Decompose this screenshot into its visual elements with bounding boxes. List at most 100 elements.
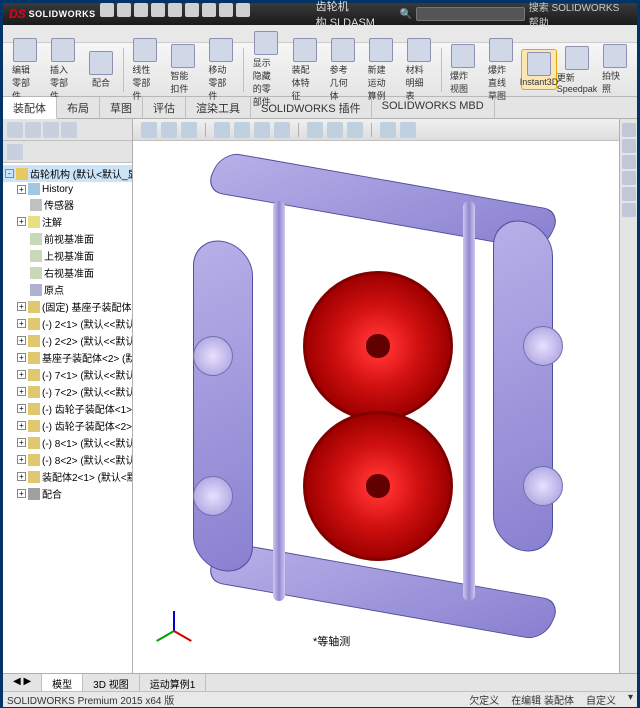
ribbon-爆炸直线草图[interactable]: 爆炸直线草图 xyxy=(483,35,519,105)
tab-草图[interactable]: 草图 xyxy=(100,97,143,118)
ribbon-编辑零部件[interactable]: 编辑零部件 xyxy=(7,35,43,105)
display-style-icon[interactable] xyxy=(254,122,270,138)
search-input[interactable] xyxy=(416,7,524,21)
section-icon[interactable] xyxy=(214,122,230,138)
qat-new-icon[interactable] xyxy=(100,3,114,17)
tree-node[interactable]: 原点 xyxy=(3,281,132,298)
zoom-area-icon[interactable] xyxy=(161,122,177,138)
tree-node[interactable]: +注解 xyxy=(3,213,132,230)
ribbon-移动零部件[interactable]: 移动零部件 xyxy=(203,35,239,105)
zoom-fit-icon[interactable] xyxy=(141,122,157,138)
expand-icon[interactable]: + xyxy=(17,336,26,345)
resources-icon[interactable] xyxy=(622,123,636,137)
btab-模型[interactable]: 模型 xyxy=(42,674,83,691)
custom-props-icon[interactable] xyxy=(622,203,636,217)
ribbon-更新Speedpak[interactable]: 更新Speedpak xyxy=(559,43,595,97)
expand-icon[interactable]: + xyxy=(17,353,26,362)
status-version: SOLIDWORKS Premium 2015 x64 版 xyxy=(7,692,174,707)
expand-icon[interactable]: + xyxy=(17,489,26,498)
expand-icon[interactable]: + xyxy=(17,217,26,226)
tab-渲染工具[interactable]: 渲染工具 xyxy=(186,97,251,118)
separator xyxy=(298,123,299,137)
expand-icon[interactable]: + xyxy=(17,438,26,447)
tree-node[interactable]: 前视基准面 xyxy=(3,230,132,247)
expand-icon[interactable]: + xyxy=(17,185,26,194)
btab-3D 视图[interactable]: 3D 视图 xyxy=(83,674,140,691)
tree-hide-icon[interactable] xyxy=(61,122,77,138)
view-palette-icon[interactable] xyxy=(622,171,636,185)
ribbon-Instant3D[interactable]: Instant3D xyxy=(521,49,557,90)
tab-布局[interactable]: 布局 xyxy=(57,97,100,118)
hide-show-icon[interactable] xyxy=(274,122,290,138)
qat-save-icon[interactable] xyxy=(134,3,148,17)
tree-node[interactable]: +配合 xyxy=(3,485,132,502)
expand-icon[interactable]: + xyxy=(17,302,26,311)
tree-config-icon[interactable] xyxy=(43,122,59,138)
view-orient-icon[interactable] xyxy=(234,122,250,138)
orientation-triad[interactable] xyxy=(173,595,209,631)
expand-icon[interactable]: + xyxy=(17,319,26,328)
tab-装配体[interactable]: 装配体 xyxy=(3,97,57,119)
expand-icon[interactable]: + xyxy=(17,472,26,481)
tree-node[interactable]: +(-) 8<1> (默认<<默认>_显 xyxy=(3,434,132,451)
file-explorer-icon[interactable] xyxy=(622,155,636,169)
tree-filter-icon[interactable] xyxy=(7,122,23,138)
btab-运动算例1[interactable]: 运动算例1 xyxy=(140,674,207,691)
tree-root[interactable]: -齿轮机构 (默认<默认_显示状态 xyxy=(3,165,132,182)
ribbon-新建运动算例[interactable]: 新建运动算例 xyxy=(363,35,399,105)
tree-node[interactable]: +(-) 7<2> (默认<<默认>_显 xyxy=(3,383,132,400)
tree-node[interactable]: +History xyxy=(3,182,132,196)
tree-node[interactable]: +(-) 7<1> (默认<<默认>_显 xyxy=(3,366,132,383)
qat-open-icon[interactable] xyxy=(117,3,131,17)
tree-node[interactable]: +(-) 齿轮子装配体<1> (默认 xyxy=(3,400,132,417)
expand-icon[interactable]: + xyxy=(17,421,26,430)
tab-SOLIDWORKS MBD[interactable]: SOLIDWORKS MBD xyxy=(372,97,495,118)
expand-icon[interactable]: + xyxy=(17,387,26,396)
tree-node[interactable]: +(-) 2<1> (默认<<默认>_显 xyxy=(3,315,132,332)
graphics-viewport[interactable]: *等轴测 xyxy=(133,119,619,673)
apply-scene-icon[interactable] xyxy=(327,122,343,138)
tree-node[interactable]: +装配体2<1> (默认<默认_显 xyxy=(3,468,132,485)
3d-canvas[interactable]: *等轴测 xyxy=(133,141,619,651)
tree-node[interactable]: +基座子装配体<2> (默认<默 xyxy=(3,349,132,366)
qat-rebuild-icon[interactable] xyxy=(219,3,233,17)
ribbon-参考几何体[interactable]: 参考几何体 xyxy=(325,35,361,105)
expand-icon[interactable]: + xyxy=(17,455,26,464)
qat-redo-icon[interactable] xyxy=(185,3,199,17)
bottom-tab-arrows[interactable]: ◀ ▶ xyxy=(3,674,42,691)
tree-node[interactable]: +(-) 2<2> (默认<<默认>_显 xyxy=(3,332,132,349)
design-library-icon[interactable] xyxy=(622,139,636,153)
ribbon-拍快照[interactable]: 拍快照 xyxy=(597,41,633,98)
tab-SOLIDWORKS 插件[interactable]: SOLIDWORKS 插件 xyxy=(251,97,372,118)
ribbon-插入零部件[interactable]: 插入零部件 xyxy=(45,35,81,105)
qat-undo-icon[interactable] xyxy=(168,3,182,17)
expand-icon[interactable]: + xyxy=(17,370,26,379)
view-settings-icon[interactable] xyxy=(347,122,363,138)
render-region-icon[interactable] xyxy=(400,122,416,138)
expand-icon[interactable]: + xyxy=(17,404,26,413)
prev-view-icon[interactable] xyxy=(181,122,197,138)
tree-node[interactable]: +(-) 8<2> (默认<<默认>_显 xyxy=(3,451,132,468)
tree-part-icon[interactable] xyxy=(7,144,23,160)
appearances-icon[interactable] xyxy=(622,187,636,201)
tree-node[interactable]: +(-) 齿轮子装配体<2> (默认 xyxy=(3,417,132,434)
qat-options-icon[interactable] xyxy=(236,3,250,17)
status-dropdown-icon[interactable]: ▾ xyxy=(628,692,633,707)
ribbon-装配体特征[interactable]: 装配体特征 xyxy=(287,35,323,105)
tree-node[interactable]: 右视基准面 xyxy=(3,264,132,281)
ribbon-材料明细表[interactable]: 材料明细表 xyxy=(401,35,437,105)
ribbon-线性零部件[interactable]: 线性零部件 xyxy=(127,35,163,105)
tree-node[interactable]: 上视基准面 xyxy=(3,247,132,264)
qat-print-icon[interactable] xyxy=(151,3,165,17)
tab-评估[interactable]: 评估 xyxy=(143,97,186,118)
ribbon-配合[interactable]: 配合 xyxy=(83,48,119,92)
render-icon[interactable] xyxy=(380,122,396,138)
edit-appearance-icon[interactable] xyxy=(307,122,323,138)
tree-node[interactable]: 传感器 xyxy=(3,196,132,213)
ribbon-爆炸视图[interactable]: 爆炸视图 xyxy=(445,41,481,98)
tree-node[interactable]: +(固定) 基座子装配体<1> (默 xyxy=(3,298,132,315)
ribbon-智能扣件[interactable]: 智能扣件 xyxy=(165,41,201,98)
tree-display-icon[interactable] xyxy=(25,122,41,138)
qat-select-icon[interactable] xyxy=(202,3,216,17)
feature-tree[interactable]: -齿轮机构 (默认<默认_显示状态+History传感器+注解前视基准面上视基准… xyxy=(3,163,132,673)
